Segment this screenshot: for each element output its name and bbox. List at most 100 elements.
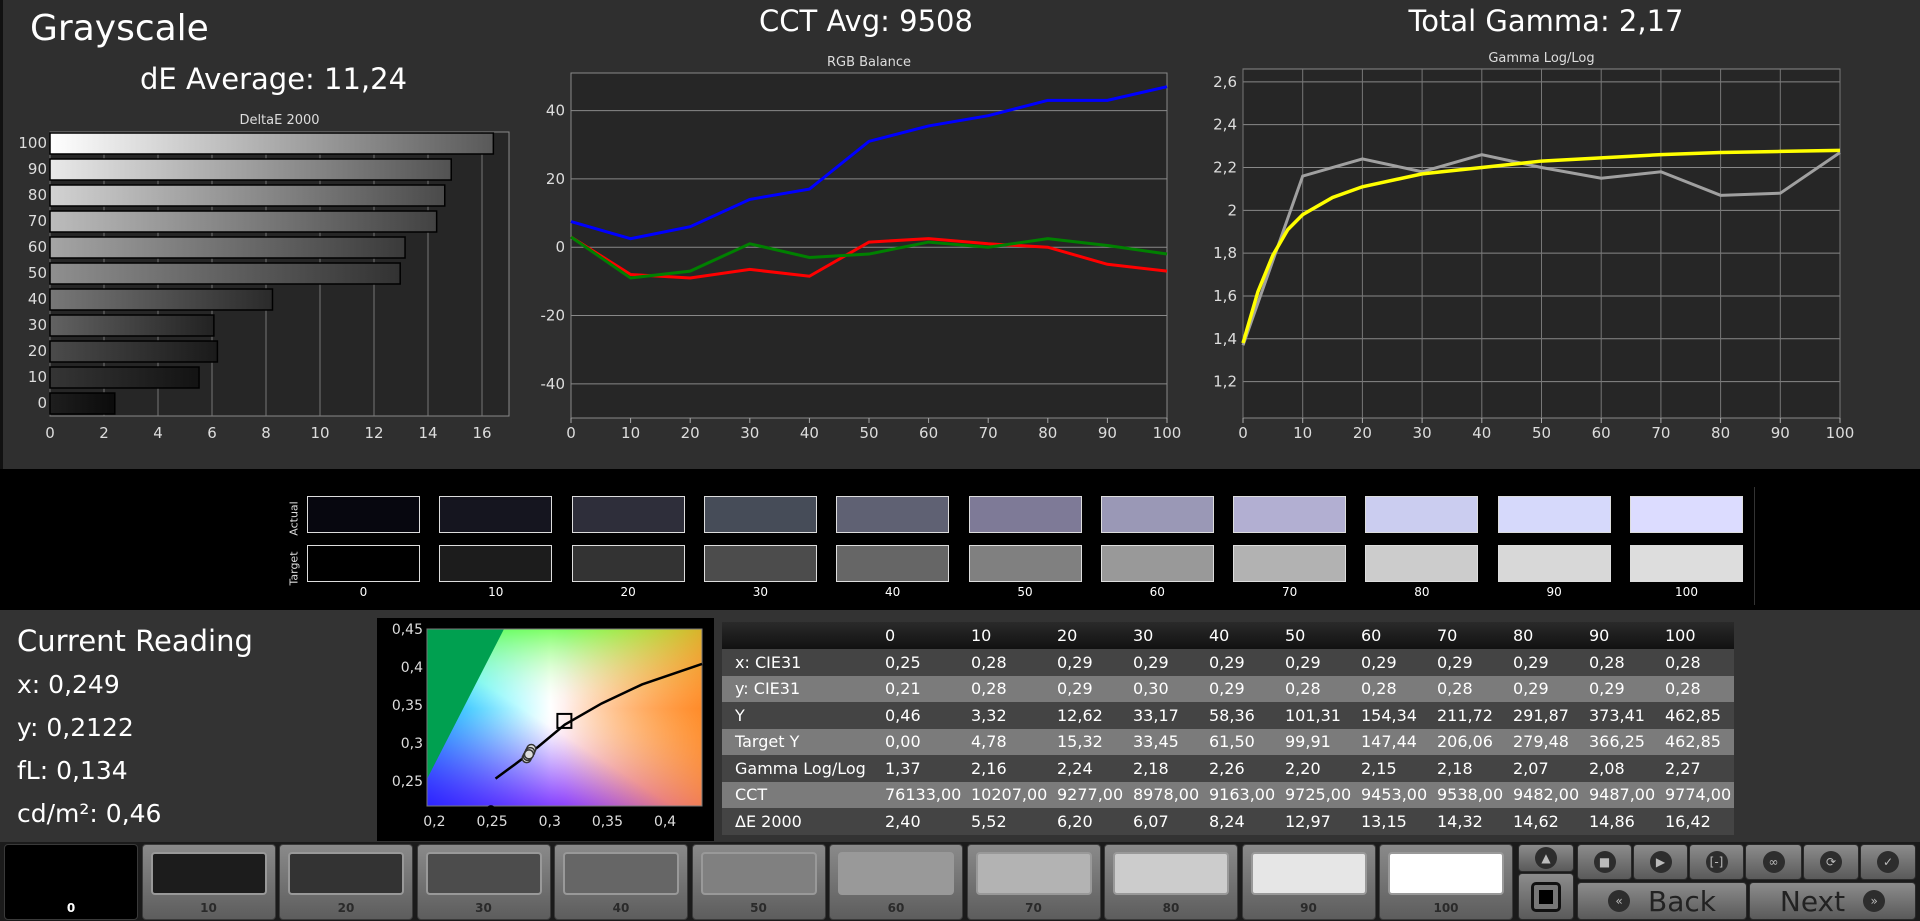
swatch-label: 30: [752, 585, 769, 599]
table-cell: 0,29: [1209, 652, 1245, 672]
continuous-button[interactable]: ∞: [1745, 844, 1802, 880]
cie-x-tick: 0,2: [423, 814, 445, 830]
table-cell: 9487,00: [1589, 785, 1656, 805]
actual-swatch-100: [1630, 496, 1743, 533]
rgb-x-tick: 90: [1098, 424, 1117, 442]
patch-button-0[interactable]: 0: [4, 844, 138, 920]
patch-button-90[interactable]: 90: [1241, 844, 1376, 920]
de-average: dE Average: 11,24: [140, 62, 408, 96]
table-cell: 2,27: [1665, 758, 1701, 778]
table-cell: 30: [1133, 626, 1154, 645]
table-cell: 147,44: [1361, 732, 1417, 752]
table-cell: 0,30: [1133, 679, 1169, 699]
patch-button-80[interactable]: 80: [1104, 844, 1238, 920]
table-cell: 2,16: [971, 758, 1007, 778]
swatch-label: 10: [488, 585, 504, 599]
patch-swatch: [700, 852, 817, 895]
gamma-title: Gamma Log/Log: [1488, 51, 1594, 66]
rgb-x-tick: 10: [621, 424, 640, 442]
cie-y-tick: 0,45: [392, 622, 423, 638]
patch-button-40[interactable]: 40: [554, 844, 688, 920]
table-cell: 0,00: [885, 732, 921, 752]
patch-button-50[interactable]: 50: [691, 844, 826, 920]
swatch-label: 50: [1017, 585, 1033, 599]
table-cell: 2,18: [1133, 758, 1169, 778]
patch-button-60[interactable]: 60: [829, 844, 963, 920]
back-icon: «: [1608, 890, 1630, 912]
patch-label: 40: [612, 901, 630, 915]
patch-swatch: [838, 852, 954, 895]
patch-swatch: [1113, 852, 1229, 895]
stop-measure-button[interactable]: [1518, 873, 1574, 920]
table-cell: 9277,00: [1057, 785, 1124, 805]
rgb-y-tick: 20: [546, 170, 565, 188]
table-cell: 9482,00: [1513, 785, 1580, 805]
scroll-up-button[interactable]: ▲: [1518, 844, 1574, 872]
table-cell: 16,42: [1665, 811, 1711, 831]
back-button[interactable]: « Back: [1577, 882, 1747, 920]
table-cell: 2,24: [1057, 758, 1093, 778]
deltae-x-tick: 4: [153, 424, 163, 442]
swatch-label: 90: [1546, 585, 1562, 599]
table-cell: 0,29: [1133, 652, 1169, 672]
patch-button-100[interactable]: 100: [1379, 844, 1513, 920]
patch-label: 60: [887, 901, 905, 915]
table-cell: 0,29: [1057, 652, 1093, 672]
table-cell: 0,21: [885, 679, 921, 699]
patch-button-30[interactable]: 30: [416, 844, 551, 920]
table-cell: 0,29: [1361, 652, 1397, 672]
patch-button-70[interactable]: 70: [966, 844, 1101, 920]
stop-button[interactable]: ■: [1577, 844, 1632, 880]
confirm-button[interactable]: ✓: [1860, 844, 1916, 880]
table-cell: 60: [1361, 626, 1382, 645]
deltae-bar-10: [49, 366, 200, 389]
table-row: Gamma Log/Log 1,37 2,16 2,24 2,18 2,26 2,20 2,1…: [722, 755, 1734, 782]
actual-label: Actual: [287, 501, 301, 536]
row-label: y: CIE31: [735, 679, 801, 699]
swatch-label: 80: [1414, 585, 1430, 599]
patch-button-20[interactable]: 20: [279, 844, 413, 920]
gamma-series-target: [1241, 148, 1841, 344]
deltae-x-tick: 8: [261, 424, 271, 442]
table-cell: 9163,00: [1209, 785, 1276, 805]
deltae-bar-40: [49, 288, 274, 311]
refresh-button[interactable]: ⟳: [1803, 844, 1859, 880]
deltae-x-tick: 16: [472, 424, 491, 442]
table-cell: 12,62: [1057, 705, 1103, 725]
gamma-x-tick: 100: [1826, 424, 1855, 442]
rgb-x-tick: 20: [681, 424, 700, 442]
target-swatch-80: [1365, 545, 1479, 582]
reading-fl: fL: 0,134: [17, 756, 128, 785]
patch-swatch: [13, 852, 129, 895]
next-button[interactable]: Next »: [1749, 882, 1916, 920]
table-cell: 6,20: [1057, 811, 1093, 831]
deltae-bar-60: [49, 236, 406, 259]
actual-swatch-30: [703, 496, 817, 533]
deltae-y-tick: 20: [28, 342, 47, 360]
cie-y-tick: 0,35: [392, 698, 423, 714]
patch-button-10[interactable]: 10: [141, 844, 276, 920]
table-cell: 33,17: [1133, 705, 1179, 725]
table-row: x: CIE31 0,25 0,28 0,29 0,29 0,29 0,29 0,29 0,29…: [722, 649, 1734, 676]
patch-swatch: [288, 852, 404, 895]
table-cell: 373,41: [1589, 705, 1645, 725]
actual-swatch-60: [1100, 496, 1214, 533]
table-cell: 0,29: [1513, 652, 1549, 672]
rgb-series-green: [570, 235, 1168, 280]
table-cell: 154,34: [1361, 705, 1417, 725]
table-cell: 58,36: [1209, 705, 1255, 725]
deltae-bar-30: [49, 314, 215, 337]
table-cell: 14,32: [1437, 811, 1483, 831]
table-cell: 13,15: [1361, 811, 1407, 831]
table-cell: 0,28: [1665, 679, 1701, 699]
current-reading-title: Current Reading: [17, 624, 253, 658]
rgb-series-red: [570, 235, 1168, 280]
read-series-button[interactable]: [-]: [1689, 844, 1744, 880]
actual-swatch-0: [307, 496, 420, 533]
table-cell: 9725,00: [1285, 785, 1352, 805]
table-cell: 8978,00: [1133, 785, 1200, 805]
cct-average: CCT Avg: 9508: [759, 4, 973, 38]
play-button[interactable]: ▶: [1633, 844, 1688, 880]
table-cell: 8,24: [1209, 811, 1245, 831]
table-row: Target Y 0,00 4,78 15,32 33,45 61,50 99,91 147,…: [722, 728, 1734, 755]
